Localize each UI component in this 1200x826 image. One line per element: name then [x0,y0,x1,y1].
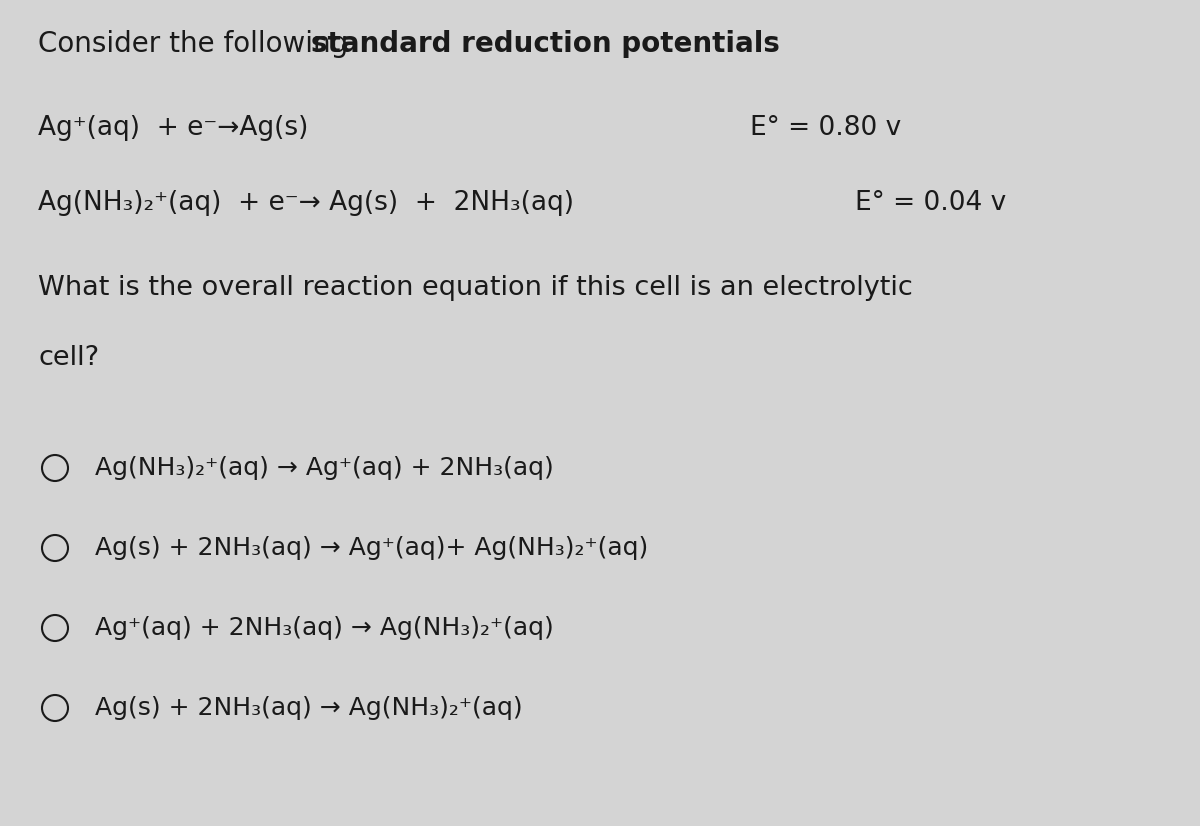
Text: E° = 0.80 v: E° = 0.80 v [750,115,901,141]
Text: Ag(s) + 2NH₃(aq) → Ag(NH₃)₂⁺(aq): Ag(s) + 2NH₃(aq) → Ag(NH₃)₂⁺(aq) [95,696,523,720]
Text: Ag⁺(aq) + 2NH₃(aq) → Ag(NH₃)₂⁺(aq): Ag⁺(aq) + 2NH₃(aq) → Ag(NH₃)₂⁺(aq) [95,616,553,640]
Text: E° = 0.04 v: E° = 0.04 v [856,190,1007,216]
Text: Ag(NH₃)₂⁺(aq) → Ag⁺(aq) + 2NH₃(aq): Ag(NH₃)₂⁺(aq) → Ag⁺(aq) + 2NH₃(aq) [95,456,553,480]
Text: Ag(s) + 2NH₃(aq) → Ag⁺(aq)+ Ag(NH₃)₂⁺(aq): Ag(s) + 2NH₃(aq) → Ag⁺(aq)+ Ag(NH₃)₂⁺(aq… [95,536,648,560]
Text: cell?: cell? [38,345,100,371]
Text: standard reduction potentials: standard reduction potentials [311,30,780,58]
Text: Ag⁺(aq)  + e⁻→Ag(s): Ag⁺(aq) + e⁻→Ag(s) [38,115,308,141]
Text: What is the overall reaction equation if this cell is an electrolytic: What is the overall reaction equation if… [38,275,913,301]
Text: Ag(NH₃)₂⁺(aq)  + e⁻→ Ag(s)  +  2NH₃(aq): Ag(NH₃)₂⁺(aq) + e⁻→ Ag(s) + 2NH₃(aq) [38,190,574,216]
Text: Consider the following: Consider the following [38,30,358,58]
